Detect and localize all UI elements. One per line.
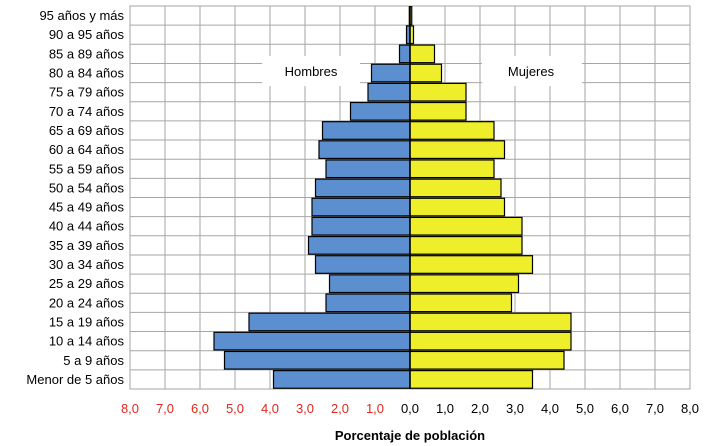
legend-box-mujeres [482,56,582,86]
bar-hombres-5 [349,101,411,121]
bar-mujeres-5 [409,101,467,121]
category-label: 70 a 74 años [49,104,125,119]
bar-mujeres-7 [409,140,506,160]
category-label: 80 a 84 años [49,66,125,81]
x-tick-label: 5,0 [576,401,594,416]
category-label: 25 a 29 años [49,276,125,291]
bar-hombres-3 [370,63,411,83]
bar-mujeres-18 [409,350,565,370]
x-tick-label: 7,0 [156,401,174,416]
x-tick-label: 6,0 [611,401,629,416]
bar-mujeres-15 [409,293,513,313]
legend-label-mujeres: Mujeres [508,64,555,79]
bar-mujeres-8 [409,159,495,179]
bar-mujeres-10 [409,197,506,217]
bar-mujeres-14 [409,274,520,294]
category-label: 10 a 14 años [49,334,125,349]
bar-hombres-17 [213,331,411,351]
bar-hombres-16 [248,312,411,332]
category-label: 85 a 89 años [49,46,125,61]
x-tick-label: 4,0 [541,401,559,416]
bar-mujeres-13 [409,255,534,274]
category-label: 95 años y más [39,8,124,23]
bar-hombres-15 [325,293,411,313]
bar-mujeres-9 [409,178,502,198]
category-label: 90 a 95 años [49,27,125,42]
bar-mujeres-11 [409,216,523,236]
bar-mujeres-6 [409,121,495,140]
category-label: Menor de 5 años [26,372,124,387]
bar-hombres-7 [318,140,411,160]
bar-hombres-11 [311,216,411,236]
bar-mujeres-19 [409,370,534,389]
x-tick-label: 3,0 [296,401,314,416]
bar-hombres-19 [272,370,411,389]
bar-hombres-13 [314,255,411,274]
bar-hombres-14 [328,274,411,294]
category-label: 15 a 19 años [49,314,125,329]
x-tick-labels: 8,0 7,0 6,0 5,0 4,0 3,0 2,0 1,0 0,0 1,0 2,0 3,0 4,0 5… [121,401,699,416]
x-tick-label: 1,0 [436,401,454,416]
bar-mujeres-4 [409,82,467,102]
bar-hombres-8 [325,159,411,179]
bar-mujeres-2 [409,44,436,64]
bar-mujeres-12 [409,235,523,255]
x-tick-label: 2,0 [471,401,489,416]
x-tick-label: 7,0 [646,401,664,416]
x-tick-label: 3,0 [506,401,524,416]
bar-hombres-18 [223,350,411,370]
bar-hombres-6 [321,121,411,140]
bar-hombres-4 [367,82,411,102]
category-label: 45 a 49 años [49,200,125,215]
x-tick-label: 8,0 [121,401,139,416]
x-tick-label: 8,0 [681,401,699,416]
category-labels: 95 años y más 90 a 95 años 85 a 89 años 80 … [26,8,124,387]
bar-mujeres-3 [409,63,443,83]
category-label: 30 a 34 años [49,257,125,272]
x-tick-label: 4,0 [261,401,279,416]
category-label: 55 a 59 años [49,161,125,176]
x-tick-label: 5,0 [226,401,244,416]
legend-box-hombres [262,56,360,86]
category-label: 50 a 54 años [49,180,125,195]
category-label: 60 a 64 años [49,142,125,157]
x-axis-title: Porcentaje de población [335,428,485,443]
bar-hombres-10 [311,197,411,217]
category-label: 75 a 79 años [49,85,125,100]
category-label: 40 a 44 años [49,219,125,234]
legend: Hombres Mujeres [262,56,582,86]
legend-label-hombres: Hombres [285,64,338,79]
bar-mujeres-16 [409,312,572,332]
bar-mujeres-17 [409,331,572,351]
x-tick-label: 2,0 [331,401,349,416]
x-tick-label: 0,0 [401,401,419,416]
category-label: 65 a 69 años [49,123,125,138]
category-label: 20 a 24 años [49,295,125,310]
bar-hombres-12 [307,235,411,255]
category-label: 5 a 9 años [63,353,124,368]
category-label: 35 a 39 años [49,238,125,253]
bar-hombres-9 [314,178,411,198]
x-tick-label: 1,0 [366,401,384,416]
x-tick-label: 6,0 [191,401,209,416]
bar-hombres-2 [398,44,411,64]
bars [213,6,572,389]
